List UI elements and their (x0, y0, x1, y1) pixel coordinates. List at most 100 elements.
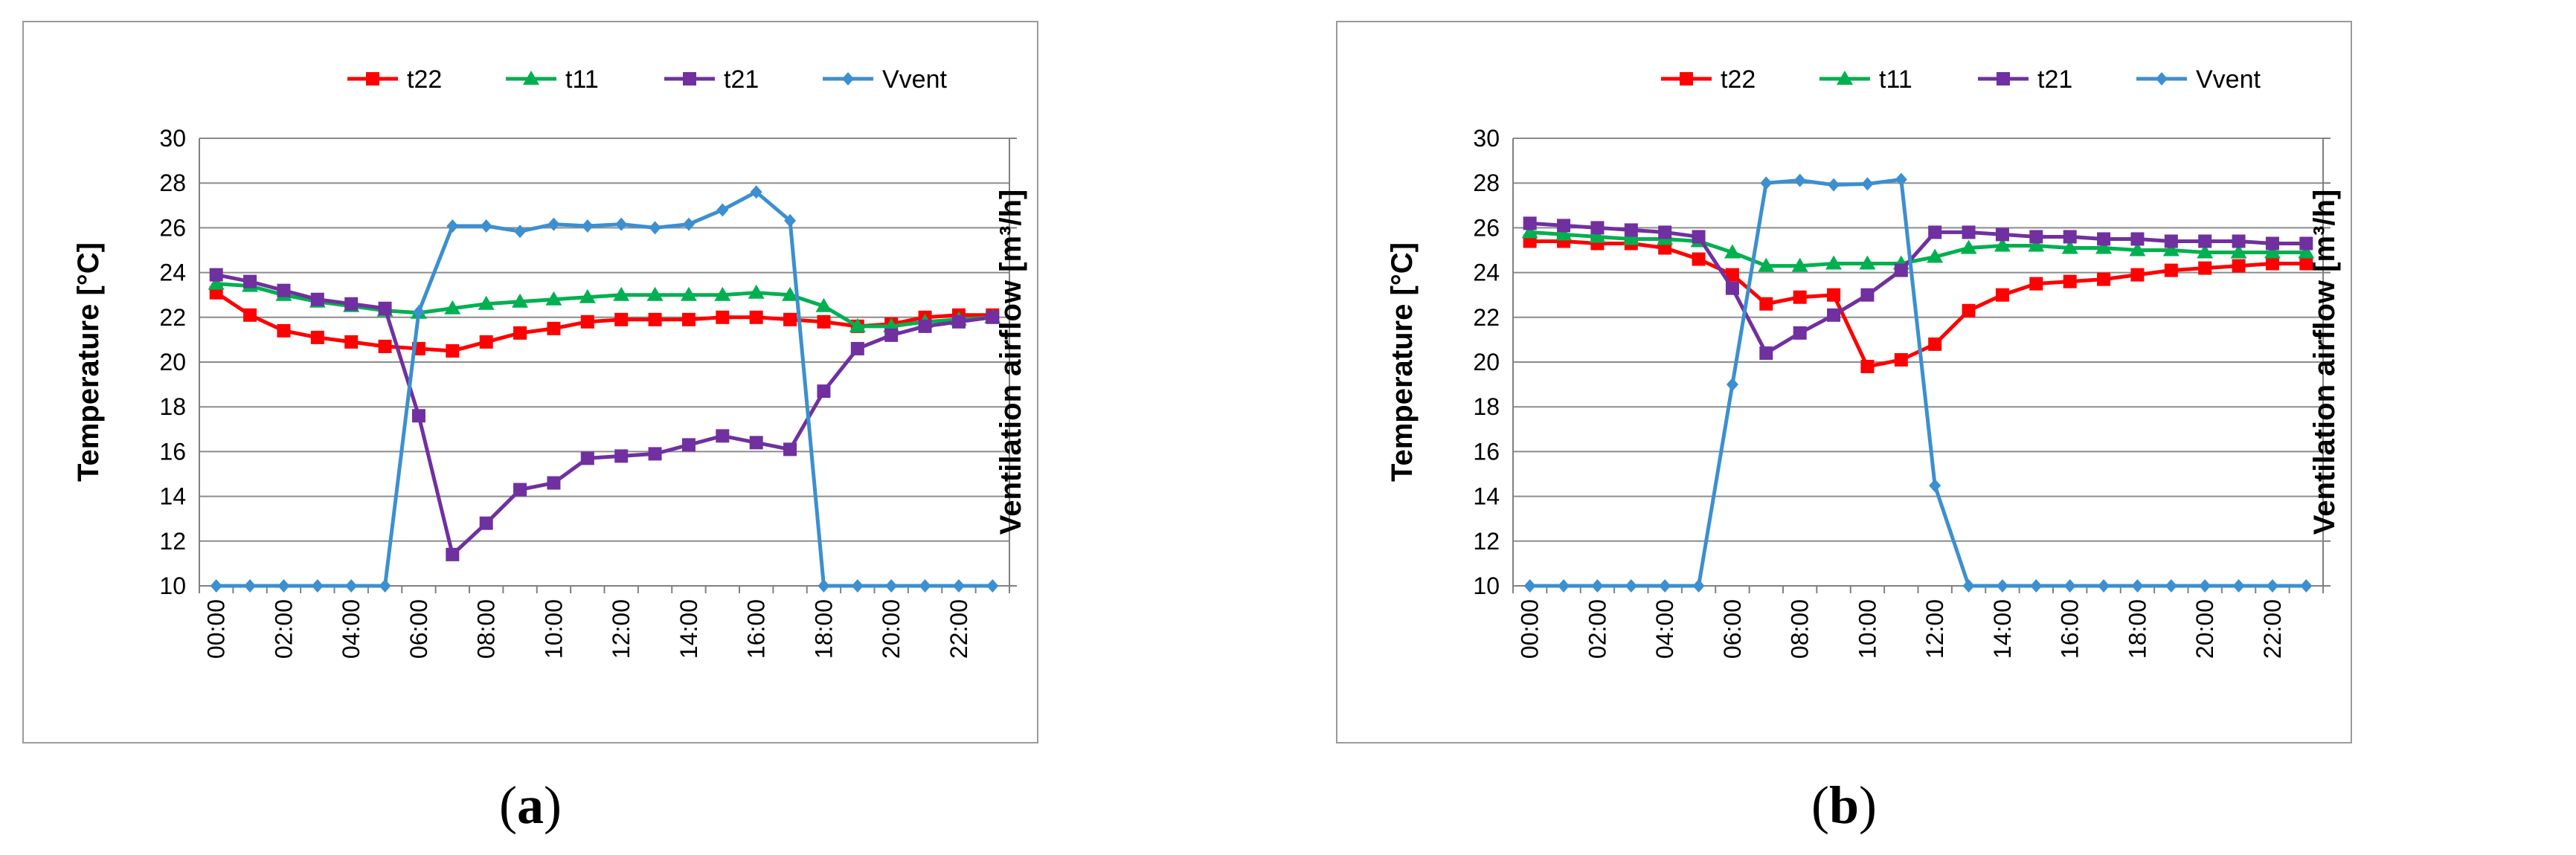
chart-a-y2-axis-title: Ventilation airflow [m³/h] (995, 190, 1027, 535)
chart-a-legend-marker-t22 (366, 72, 379, 86)
chart-b-point-Vvent (1659, 579, 1671, 593)
chart-b-point-t21 (1928, 225, 1942, 239)
chart-b-point-t22 (1827, 288, 1841, 302)
chart-b-point-t11 (1622, 230, 1639, 245)
chart-a-point-t21 (411, 409, 425, 423)
chart-b-svg: 101214161820222426283005001 0001 5002 00… (1386, 65, 2341, 659)
chart-b-point-Vvent (2131, 579, 2144, 593)
chart-b-point-Vvent (1591, 579, 1604, 593)
chart-a-svg: 101214161820222426283005001 0001 5002 00… (72, 65, 1027, 659)
chart-b-point-t22 (2063, 274, 2077, 288)
chart-a-point-t22 (243, 308, 257, 322)
chart-b-series-Vvent (1523, 172, 2313, 593)
chart-b-legend-label-t22: t22 (1721, 65, 1756, 94)
chart-a-line-Vvent (216, 190, 993, 588)
caption-a-letter: a (517, 775, 544, 835)
chart-a-point-Vvent (750, 185, 762, 199)
chart-a-point-t21 (850, 341, 864, 355)
chart-b-point-t22 (2029, 277, 2043, 291)
chart-b-point-t11 (2230, 244, 2247, 259)
chart-b-point-Vvent (2030, 579, 2043, 593)
chart-a-point-t21 (344, 297, 359, 311)
chart-b-point-t21 (2164, 234, 2178, 248)
chart-b-point-t21 (1557, 219, 1571, 233)
chart-a-y-axis-title: Temperature [°C] (72, 242, 105, 482)
chart-a-x-tick-label: 08:00 (473, 599, 500, 659)
chart-a-point-t11 (545, 291, 562, 306)
chart-a-y-tick-label: 16 (159, 438, 186, 465)
chart-b-point-t11 (2095, 239, 2113, 254)
chart-a-point-Vvent (446, 219, 459, 233)
chart-b-line-t11 (1529, 230, 2307, 268)
chart-b-legend-marker-t21 (1997, 72, 2010, 86)
chart-panel-b: 101214161820222426283005001 0001 5002 00… (1336, 21, 2352, 743)
chart-b-point-t22 (1995, 288, 2009, 302)
chart-b-x-tick-label: 10:00 (1854, 599, 1880, 659)
chart-a-point-t21 (378, 301, 392, 315)
chart-b-x-tick-label: 14:00 (1989, 599, 2016, 659)
chart-a-point-t21 (580, 451, 594, 465)
chart-b-point-Vvent (2199, 579, 2212, 593)
chart-b-point-t11 (2061, 239, 2078, 254)
chart-b-x-tick-label: 18:00 (2124, 599, 2151, 659)
chart-b-point-Vvent (2165, 579, 2177, 593)
chart-b-point-t22 (2198, 261, 2212, 275)
chart-b-point-t11 (1960, 239, 1977, 254)
chart-b-point-t21 (1962, 225, 1976, 239)
chart-a-point-Vvent (885, 579, 898, 593)
chart-b-y-tick-label: 14 (1473, 483, 1500, 510)
chart-b-point-t11 (1758, 257, 1775, 272)
chart-b-point-Vvent (1929, 479, 1941, 493)
chart-b-legend-marker-t11 (1837, 71, 1853, 85)
chart-b-point-t22 (2232, 259, 2246, 273)
chart-b-point-t11 (2298, 244, 2315, 259)
chart-a-point-t22 (783, 312, 797, 326)
chart-a-point-Vvent (210, 579, 222, 593)
chart-b-point-Vvent (1962, 579, 1975, 593)
chart-a-point-t22 (479, 335, 493, 349)
chart-a-point-t21 (648, 447, 662, 461)
chart-a-point-t21 (513, 483, 527, 497)
chart-b-x-tick-label: 16:00 (2057, 599, 2084, 659)
chart-a-point-Vvent (412, 305, 425, 319)
chart-b-point-t21 (1658, 225, 1672, 239)
chart-a-point-t22 (817, 314, 831, 329)
chart-a-point-t21 (310, 292, 324, 306)
chart-b-y-tick-label: 26 (1473, 214, 1500, 241)
chart-a-point-t11 (680, 286, 697, 301)
chart-b-point-Vvent (2098, 579, 2110, 593)
chart-a-point-t11 (748, 284, 765, 299)
chart-a-x-tick-label: 04:00 (338, 599, 364, 659)
chart-b-point-t21 (1725, 281, 1739, 295)
chart-b-x-tick-label: 20:00 (2191, 599, 2218, 659)
chart-a-y-tick-label: 24 (159, 259, 186, 286)
chart-b-point-t11 (1791, 257, 1808, 272)
chart-a-x-tick-label: 02:00 (270, 599, 297, 659)
chart-a-point-Vvent (345, 579, 358, 593)
chart-a-gridlines (199, 138, 1009, 587)
chart-a-point-t21 (918, 319, 932, 333)
chart-a-point-t21 (614, 449, 629, 463)
chart-b-point-t22 (1759, 297, 1773, 311)
chart-a-point-t22 (614, 312, 629, 326)
chart-b-point-t11 (2129, 242, 2146, 256)
chart-a-x-tick-label: 20:00 (878, 599, 905, 659)
chart-a-point-t21 (783, 442, 797, 456)
chart-a-x-tick-label: 22:00 (945, 599, 972, 659)
chart-a-point-t22 (749, 310, 763, 324)
chart-b-point-Vvent (1558, 579, 1570, 593)
chart-b-point-Vvent (1828, 178, 1840, 192)
chart-a-point-Vvent (277, 579, 290, 593)
chart-b-x-tick-label: 12:00 (1921, 599, 1948, 659)
chart-b-point-t22 (1692, 252, 1706, 266)
chart-a-legend-label-t22: t22 (407, 65, 442, 94)
chart-a-point-t21 (209, 268, 223, 282)
chart-a-point-t22 (446, 343, 460, 358)
chart-b-point-t22 (2130, 268, 2145, 282)
chart-b-point-t22 (1962, 303, 1976, 317)
chart-a-point-t11 (208, 275, 225, 290)
chart-a-point-t11 (579, 288, 596, 303)
chart-a-point-Vvent (480, 219, 492, 233)
chart-b-point-t21 (1692, 230, 1706, 244)
chart-a-point-t11 (613, 286, 630, 301)
